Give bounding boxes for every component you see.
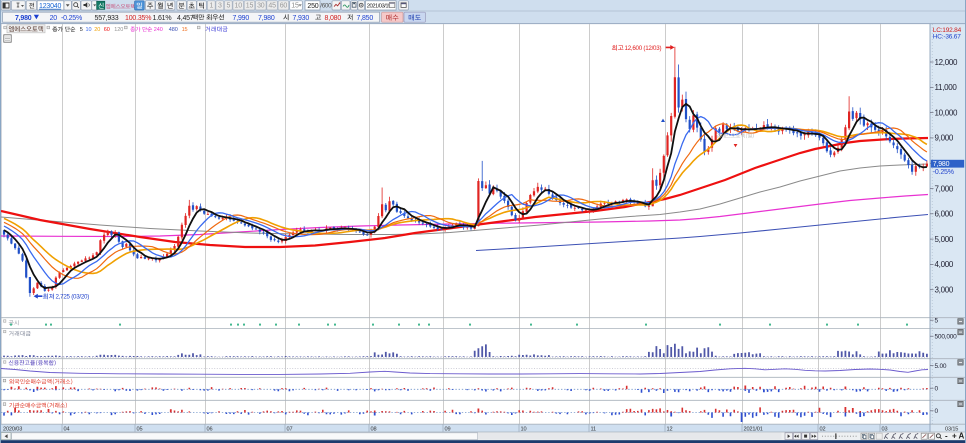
svg-text:03/15: 03/15 <box>945 426 958 432</box>
svg-text:5.00: 5.00 <box>935 363 947 370</box>
svg-text:9,000: 9,000 <box>935 134 954 143</box>
svg-text:7,980: 7,980 <box>933 161 950 168</box>
svg-text:5: 5 <box>80 27 83 33</box>
svg-text:/600: /600 <box>320 3 332 10</box>
svg-text:1: 1 <box>209 3 213 10</box>
svg-text:03: 03 <box>882 426 888 432</box>
svg-text:7,990: 7,990 <box>233 15 250 22</box>
svg-text:4,000: 4,000 <box>935 260 954 269</box>
svg-text:11: 11 <box>591 426 597 432</box>
svg-text:HC:-36.67: HC:-36.67 <box>933 34 961 41</box>
svg-text:-0.25%: -0.25% <box>61 15 82 22</box>
svg-text:8,080: 8,080 <box>325 15 342 22</box>
svg-text:10: 10 <box>521 426 527 432</box>
svg-text:45: 45 <box>268 3 276 10</box>
svg-text:-0.25%: -0.25% <box>933 169 954 176</box>
svg-text:12,000: 12,000 <box>935 58 959 67</box>
svg-text:-: - <box>945 432 948 441</box>
svg-text:0: 0 <box>935 408 939 415</box>
svg-text:10,000: 10,000 <box>935 108 959 117</box>
svg-text:11,000: 11,000 <box>935 83 958 92</box>
svg-text:20: 20 <box>50 15 58 22</box>
svg-text:5: 5 <box>226 3 230 10</box>
svg-text:60: 60 <box>104 27 110 33</box>
svg-text:120: 120 <box>114 27 123 33</box>
svg-text:5: 5 <box>935 318 939 325</box>
svg-text:15: 15 <box>182 27 188 33</box>
svg-text:LC:192.84: LC:192.84 <box>933 27 962 34</box>
svg-text:12,600 (12/03): 12,600 (12/03) <box>625 45 662 52</box>
svg-text:09: 09 <box>445 426 451 432</box>
svg-text:2020/03: 2020/03 <box>3 426 22 432</box>
svg-text:+: + <box>952 432 957 441</box>
svg-text:7,980: 7,980 <box>258 15 275 22</box>
svg-text:60: 60 <box>280 3 288 10</box>
svg-text:04: 04 <box>64 426 70 432</box>
svg-text:557,933: 557,933 <box>95 15 119 22</box>
svg-text:07: 07 <box>287 426 293 432</box>
svg-text:02: 02 <box>820 426 826 432</box>
svg-text:100.35%: 100.35% <box>125 15 151 22</box>
svg-text:7,000: 7,000 <box>935 184 954 193</box>
svg-text:240: 240 <box>154 27 163 33</box>
svg-text:A: A <box>959 432 965 441</box>
svg-text:30: 30 <box>257 3 265 10</box>
svg-text:6,000: 6,000 <box>935 210 954 219</box>
svg-text:10: 10 <box>86 27 92 33</box>
svg-text:7,980: 7,980 <box>15 15 32 22</box>
svg-text:1.61%: 1.61% <box>153 15 172 22</box>
svg-text:06: 06 <box>207 426 213 432</box>
svg-text:3,000: 3,000 <box>935 286 954 295</box>
svg-text:2021/03/15: 2021/03/15 <box>367 4 391 10</box>
svg-text:10: 10 <box>235 3 243 10</box>
svg-text:05: 05 <box>137 426 143 432</box>
svg-text:2021/01: 2021/01 <box>744 426 763 432</box>
svg-text:0: 0 <box>935 386 939 393</box>
svg-text:15: 15 <box>246 3 254 10</box>
svg-text:4,457: 4,457 <box>177 15 194 22</box>
svg-text:480: 480 <box>169 27 178 33</box>
svg-text:12: 12 <box>667 426 673 432</box>
svg-text:5,000: 5,000 <box>935 235 954 244</box>
svg-text:20: 20 <box>94 27 100 33</box>
svg-text:08: 08 <box>371 426 377 432</box>
svg-text:7,850: 7,850 <box>357 15 374 22</box>
svg-text:3: 3 <box>218 3 222 10</box>
svg-text:2,725 (03/20): 2,725 (03/20) <box>56 294 90 301</box>
svg-text:7,930: 7,930 <box>293 15 310 22</box>
svg-text:15: 15 <box>291 3 299 10</box>
svg-text:500,000: 500,000 <box>935 334 958 341</box>
svg-text:250: 250 <box>307 3 318 10</box>
svg-text:123040: 123040 <box>39 3 61 10</box>
